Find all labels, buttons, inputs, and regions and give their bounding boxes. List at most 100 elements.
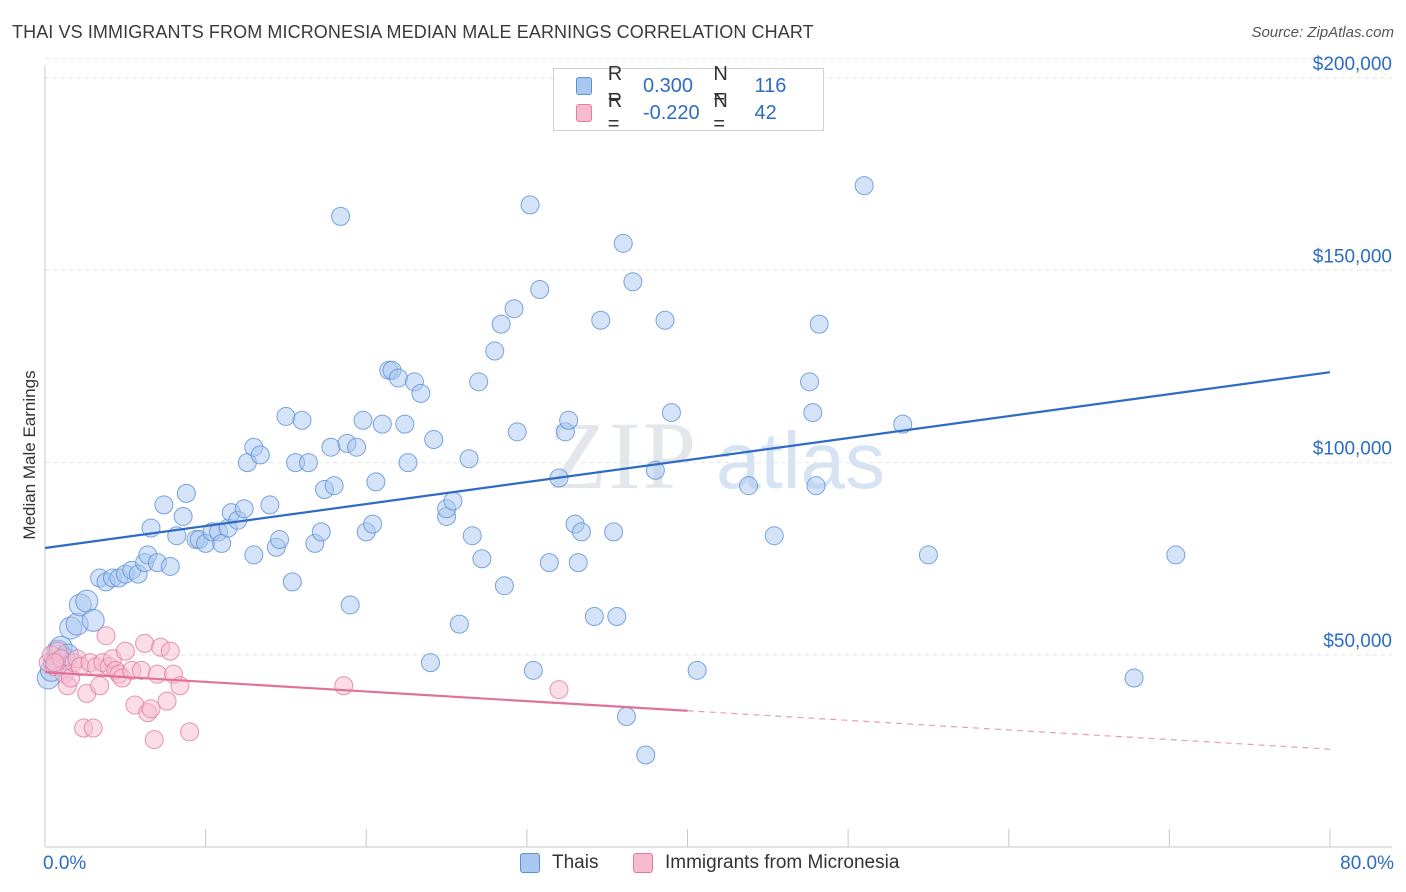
data-point [803, 403, 823, 423]
y-axis-label: Median Male Earnings [20, 370, 39, 539]
data-point [549, 680, 569, 700]
data-point [244, 545, 264, 565]
data-point [347, 437, 367, 457]
data-point [276, 406, 296, 426]
legend-row-thais: R = 0.300 N = 116 [576, 63, 825, 108]
data-point [160, 556, 180, 576]
data-point [636, 745, 656, 765]
legend-r-label: R = [607, 63, 623, 108]
x-tick-label-end: 80.0% [1340, 853, 1394, 874]
data-point [298, 453, 318, 473]
data-point [739, 476, 759, 496]
data-point [918, 545, 938, 565]
data-point [144, 730, 164, 750]
trend-lines [44, 371, 1331, 750]
data-point [613, 233, 633, 253]
data-point [591, 310, 611, 330]
legend-r-value: 0.300 [642, 74, 693, 97]
legend-n-label: N = [713, 90, 728, 135]
data-point [45, 653, 65, 673]
bottom-legend-thais: Thais [520, 852, 598, 874]
grid-lines [45, 58, 1392, 656]
data-point [250, 445, 270, 465]
legend-n-value: 116 [754, 74, 787, 97]
data-point [494, 576, 514, 596]
series-micronesia [38, 626, 569, 750]
trend-line-extension [687, 710, 1331, 750]
data-point [147, 664, 167, 684]
data-point [363, 514, 383, 534]
data-point [176, 483, 196, 503]
data-point [539, 553, 559, 573]
data-points [36, 176, 1186, 765]
data-point [421, 653, 440, 673]
data-point [311, 522, 331, 542]
data-point [260, 495, 280, 515]
data-point [115, 641, 135, 661]
data-point [469, 372, 489, 392]
data-point [568, 553, 588, 573]
bottom-legend-swatch-thais [520, 853, 540, 873]
data-point [893, 414, 913, 434]
data-point [83, 718, 103, 738]
data-point [571, 522, 591, 542]
data-point [607, 606, 627, 626]
legend-r-value: -0.220 [642, 101, 700, 124]
data-point [504, 299, 524, 319]
bottom-legend-micronesia: Immigrants from Micronesia [633, 852, 899, 874]
data-point [180, 722, 200, 742]
data-point [157, 691, 177, 711]
data-point [507, 422, 527, 442]
data-point [764, 526, 784, 546]
data-point [234, 499, 254, 519]
data-point [687, 660, 707, 680]
axes [44, 65, 1392, 848]
bottom-legend-label-micronesia: Immigrants from Micronesia [665, 852, 900, 873]
data-point [616, 707, 636, 727]
data-point [141, 699, 161, 719]
bottom-legend-swatch-micronesia [633, 853, 653, 873]
bottom-legend-label-thais: Thais [552, 852, 599, 873]
chart-title: THAI VS IMMIGRANTS FROM MICRONESIA MEDIA… [12, 22, 814, 42]
data-point [135, 633, 155, 653]
data-point [809, 314, 829, 334]
legend-swatch-micronesia [576, 104, 592, 122]
legend-n-value: 42 [754, 101, 777, 124]
data-point [491, 314, 511, 334]
trend-line-micronesia [44, 671, 688, 712]
data-point [292, 410, 312, 430]
data-point [449, 614, 469, 634]
data-point [443, 491, 463, 511]
data-point [1124, 668, 1144, 688]
legend-r-label: R = [607, 90, 623, 135]
x-tick-label-start: 0.0% [43, 853, 86, 874]
data-point [559, 410, 579, 430]
data-point [661, 403, 681, 423]
y-tick-label: $100,000 [1313, 439, 1392, 460]
data-point [324, 476, 344, 496]
data-point [321, 437, 341, 457]
data-point [353, 410, 373, 430]
data-point [854, 176, 874, 196]
data-point [800, 372, 820, 392]
data-point [395, 414, 415, 434]
bottom-legend: Thais Immigrants from Micronesia [0, 852, 1406, 876]
data-point [340, 595, 360, 615]
data-point [472, 549, 492, 569]
data-point [459, 449, 479, 469]
data-point [160, 641, 180, 661]
data-point [604, 522, 624, 542]
data-point [366, 472, 386, 492]
tick-labels: $50,000 $100,000 $150,000 $200,000 0.0% 80.0% [43, 54, 1394, 874]
legend-row-micronesia: R = -0.220 N = 42 [576, 90, 825, 135]
data-point [655, 310, 675, 330]
data-point [584, 606, 604, 626]
legend: R = 0.300 N = 116 R = -0.220 N = 42 [553, 63, 825, 135]
y-tick-label: $50,000 [1323, 631, 1392, 652]
data-point [806, 476, 826, 496]
data-point [334, 676, 354, 696]
source-label: Source: ZipAtlas.com [1251, 24, 1394, 41]
data-point [485, 341, 505, 361]
y-tick-label: $150,000 [1313, 246, 1392, 267]
data-point [75, 589, 99, 613]
